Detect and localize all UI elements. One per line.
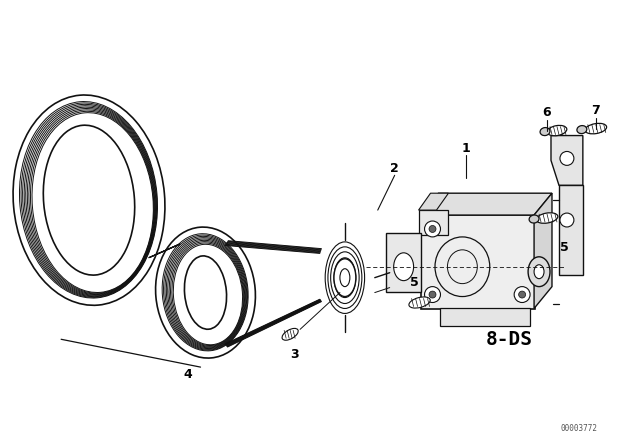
Ellipse shape bbox=[534, 265, 544, 279]
Text: 7: 7 bbox=[591, 104, 600, 117]
Circle shape bbox=[560, 213, 574, 227]
FancyBboxPatch shape bbox=[420, 215, 535, 310]
Polygon shape bbox=[534, 193, 552, 309]
Ellipse shape bbox=[340, 269, 350, 287]
Circle shape bbox=[518, 291, 525, 298]
Ellipse shape bbox=[585, 123, 607, 134]
Polygon shape bbox=[419, 193, 449, 210]
Circle shape bbox=[424, 287, 440, 302]
Ellipse shape bbox=[529, 215, 539, 223]
Ellipse shape bbox=[394, 253, 413, 280]
Polygon shape bbox=[420, 193, 552, 215]
Text: 3: 3 bbox=[290, 348, 298, 361]
Text: 1: 1 bbox=[462, 142, 471, 155]
Circle shape bbox=[560, 151, 574, 165]
FancyBboxPatch shape bbox=[440, 309, 530, 326]
Text: 4: 4 bbox=[183, 367, 192, 380]
Circle shape bbox=[429, 291, 436, 298]
Ellipse shape bbox=[282, 328, 298, 340]
Ellipse shape bbox=[536, 213, 558, 223]
Ellipse shape bbox=[409, 297, 430, 308]
Circle shape bbox=[424, 221, 440, 237]
Ellipse shape bbox=[547, 125, 567, 136]
Text: 5: 5 bbox=[410, 276, 419, 289]
FancyBboxPatch shape bbox=[419, 210, 449, 235]
Text: 6: 6 bbox=[543, 106, 551, 119]
Ellipse shape bbox=[528, 257, 550, 287]
Ellipse shape bbox=[577, 125, 587, 134]
Ellipse shape bbox=[540, 128, 550, 136]
Text: 2: 2 bbox=[390, 162, 399, 175]
Ellipse shape bbox=[334, 259, 356, 297]
Text: 5: 5 bbox=[559, 241, 568, 254]
Circle shape bbox=[514, 287, 530, 302]
Text: 8-DS: 8-DS bbox=[486, 330, 532, 349]
FancyBboxPatch shape bbox=[559, 185, 583, 275]
Polygon shape bbox=[551, 136, 583, 185]
Text: 00003772: 00003772 bbox=[561, 424, 597, 433]
Circle shape bbox=[429, 225, 436, 233]
FancyBboxPatch shape bbox=[386, 233, 420, 292]
